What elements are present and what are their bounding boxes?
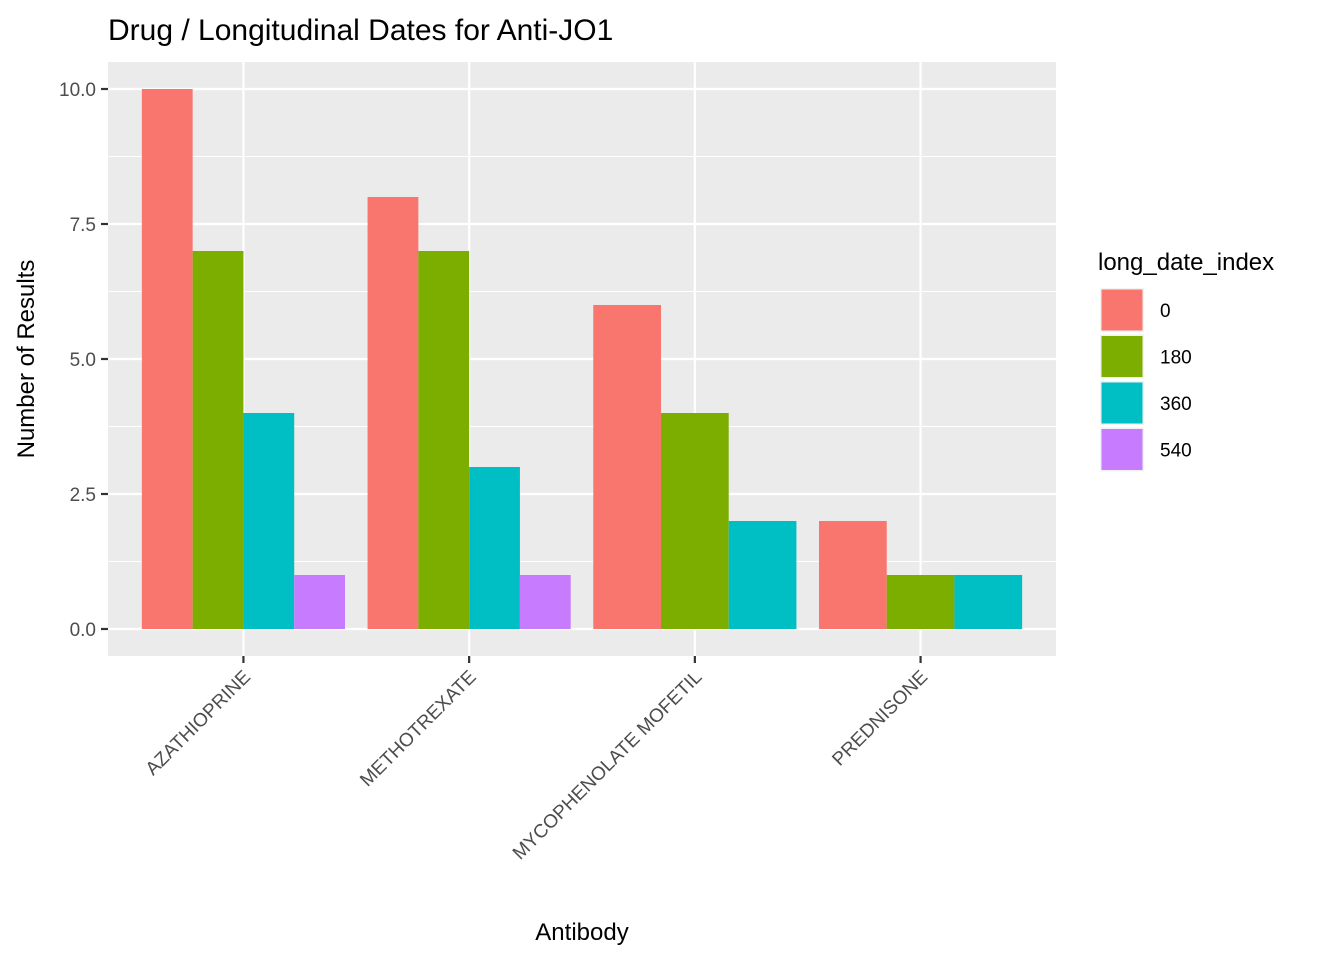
y-axis-title: Number of Results	[13, 260, 40, 459]
bar-methotrexate-0	[367, 197, 419, 629]
legend-label-540: 540	[1160, 441, 1192, 462]
bars	[141, 89, 1023, 629]
x-axis-title: Antibody	[535, 919, 628, 946]
x-tick-label: MYCOPHENOLATE MOFETIL	[509, 667, 706, 864]
bar-mycophenolate-mofetil-180	[661, 413, 729, 629]
legend-swatch-0	[1101, 289, 1143, 331]
y-tick-label: 0.0	[70, 620, 96, 641]
bar-azathioprine-0	[141, 89, 193, 629]
y-tick-label: 5.0	[70, 350, 96, 371]
bar-methotrexate-180	[418, 251, 470, 629]
legend-label-0: 0	[1160, 301, 1171, 322]
legend-label-360: 360	[1160, 394, 1192, 415]
chart-title: Drug / Longitudinal Dates for Anti-JO1	[108, 14, 613, 47]
x-tick-label: METHOTREXATE	[356, 667, 480, 791]
y-tick-label: 10.0	[59, 80, 96, 101]
bar-mycophenolate-mofetil-0	[593, 305, 661, 629]
legend-swatch-180	[1101, 336, 1143, 377]
legend-title: long_date_index	[1098, 249, 1274, 276]
bar-prednisone-180	[886, 575, 955, 629]
bar-prednisone-0	[819, 521, 887, 629]
legend-swatch-360	[1101, 382, 1143, 424]
y-tick-label: 7.5	[70, 215, 96, 236]
bar-azathioprine-360	[243, 413, 295, 629]
legend-swatch-540	[1101, 429, 1143, 470]
bar-prednisone-360	[954, 575, 1023, 629]
y-axis: 0.0 2.5 5.0 7.5 10.0	[59, 80, 108, 641]
bar-methotrexate-540	[519, 575, 571, 629]
x-axis: AZATHIOPRINE METHOTREXATE MYCOPHENOLATE MO…	[142, 656, 932, 864]
y-tick-label: 2.5	[70, 485, 96, 506]
bar-mycophenolate-mofetil-360	[728, 521, 797, 629]
legend-label-180: 180	[1160, 348, 1192, 369]
bar-azathioprine-540	[294, 575, 345, 629]
x-tick-label: AZATHIOPRINE	[142, 667, 255, 780]
x-tick-label: PREDNISONE	[828, 667, 932, 771]
bar-methotrexate-360	[469, 467, 520, 629]
bar-azathioprine-180	[192, 251, 244, 629]
legend: long_date_index 0 180 360 540	[1098, 249, 1274, 472]
